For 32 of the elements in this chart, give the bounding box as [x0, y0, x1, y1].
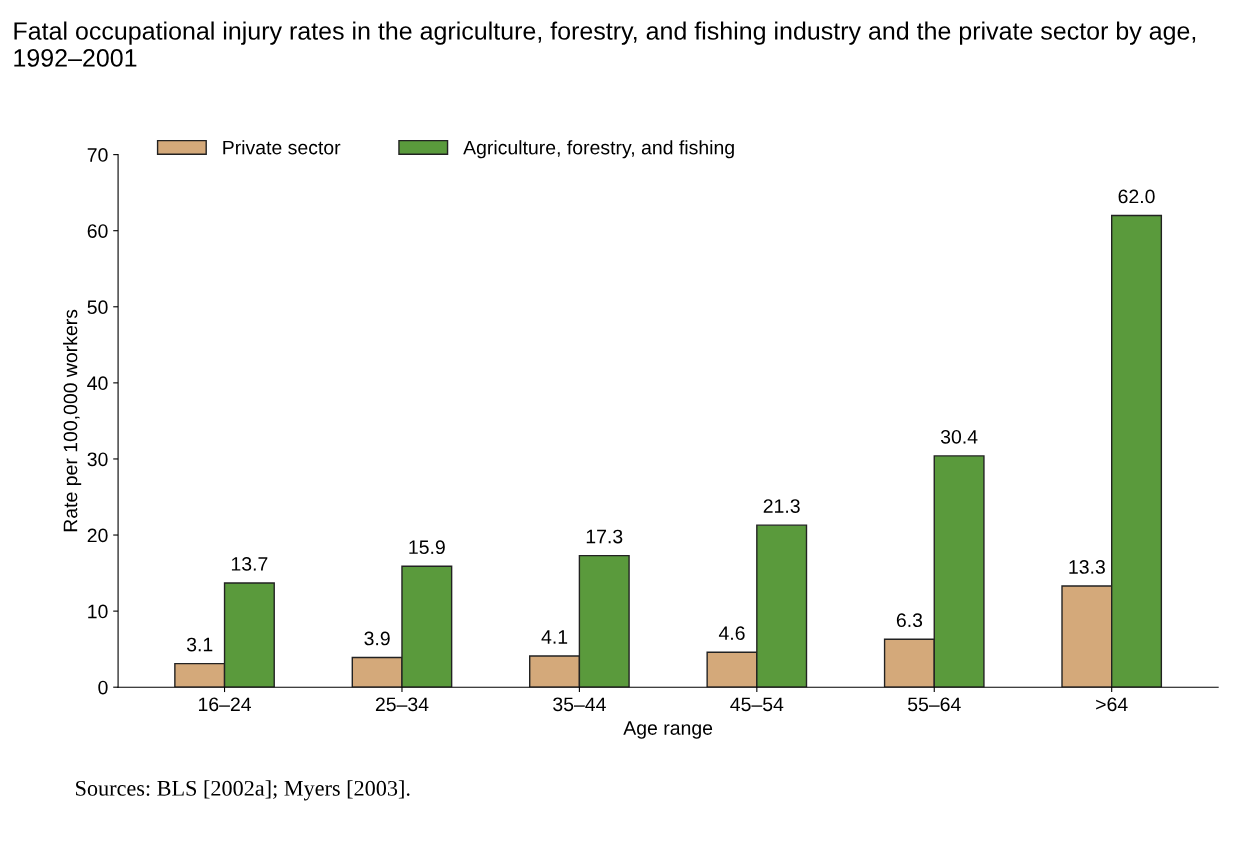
y-axis-title: Rate per 100,000 workers: [63, 309, 82, 532]
data-label: 13.3: [1069, 560, 1105, 574]
x-tick-label: >64: [1096, 697, 1128, 712]
x-tick-label: 45–54: [730, 697, 784, 712]
data-label: 21.3: [763, 499, 800, 513]
x-tick-label: 55–64: [908, 697, 961, 712]
data-label: 62.0: [1118, 189, 1155, 204]
y-tick-label: 50: [87, 300, 108, 315]
x-axis-title: Age range: [623, 721, 713, 739]
y-tick-label: 0: [98, 680, 108, 695]
x-tick-label: 16–24: [198, 697, 252, 712]
data-label: 15.9: [409, 540, 445, 555]
data-label: 30.4: [940, 429, 978, 444]
y-tick-label: 60: [87, 224, 108, 238]
data-label: 6.3: [896, 613, 923, 628]
x-tick-label: 25–34: [375, 697, 429, 712]
source-note: Sources: BLS [2002a]; Myers [2003].: [76, 780, 410, 801]
y-tick-label: 70: [87, 148, 108, 162]
chart-title: Fatal occupational injury rates in the agriculture, forestry, and fishing industry and the private sector by age, 1992–2001: [14, 21, 1196, 67]
y-tick-label: 20: [87, 528, 108, 543]
x-tick-label: 35–44: [553, 697, 606, 712]
y-tick-label: 40: [87, 376, 108, 391]
data-label: 4.1: [541, 630, 568, 644]
legend-label: Private sector: [223, 140, 341, 155]
data-label: 3.1: [186, 637, 213, 652]
y-tick-label: 30: [87, 452, 108, 467]
legend-label: Agriculture, forestry, and fishing: [463, 140, 734, 159]
data-label: 17.3: [586, 529, 623, 544]
data-label: 13.7: [231, 557, 268, 571]
data-label: 4.6: [718, 626, 745, 641]
data-label: 3.9: [364, 631, 390, 646]
y-tick-label: 10: [88, 604, 108, 619]
